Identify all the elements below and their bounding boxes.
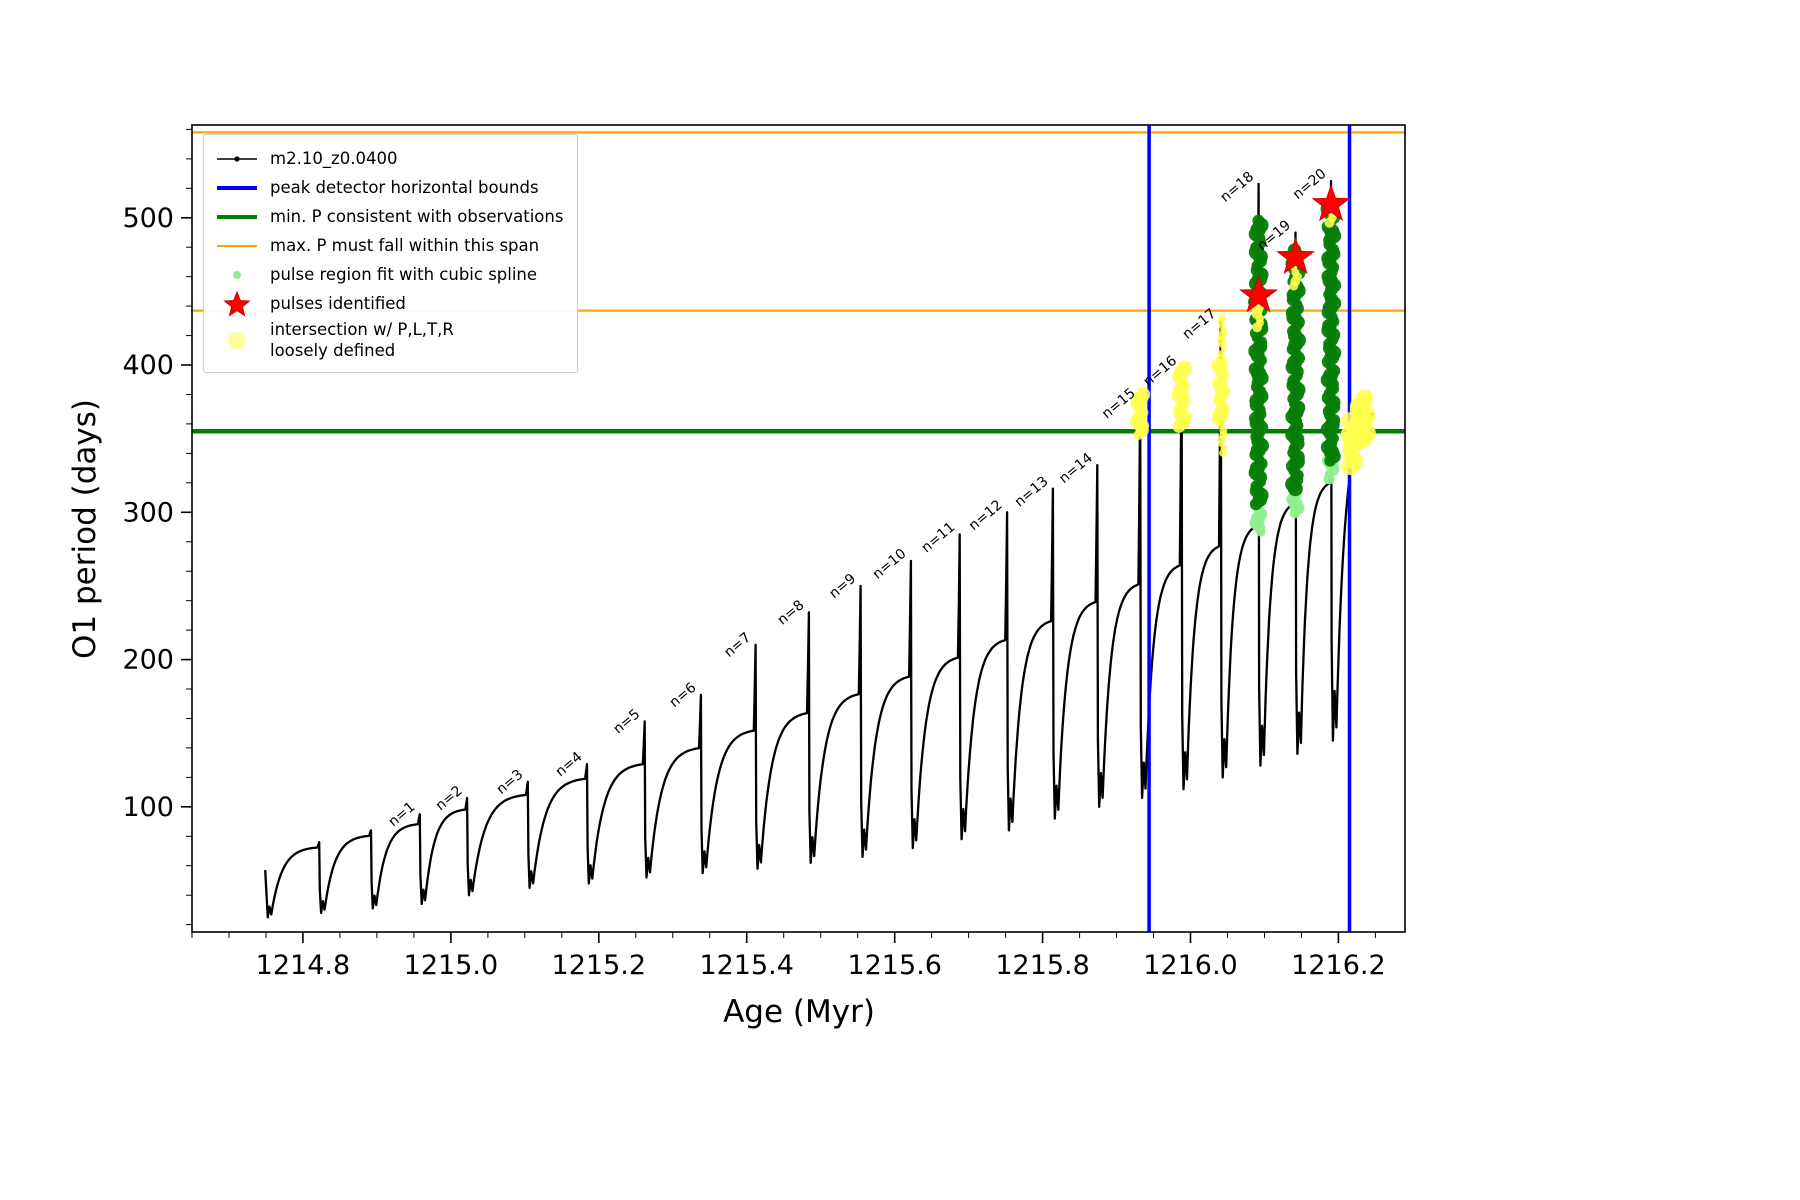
legend-item-pulses: pulses identified <box>214 291 563 317</box>
legend-label-spline-fit: pulse region fit with cubic spline <box>270 264 538 284</box>
axes-frame <box>191 124 1406 933</box>
legend-label-intersection-line2: loosely defined <box>270 340 396 360</box>
svg-text:n=9: n=9 <box>826 571 859 602</box>
svg-text:1216.2: 1216.2 <box>1291 950 1385 981</box>
svg-text:1214.8: 1214.8 <box>256 950 350 981</box>
red-star-swatch <box>214 291 260 317</box>
svg-text:n=20: n=20 <box>1290 166 1330 203</box>
green-line-swatch <box>214 204 260 230</box>
intersection-dots <box>1130 194 1376 476</box>
svg-text:n=13: n=13 <box>1012 474 1052 511</box>
svg-text:1216.0: 1216.0 <box>1143 950 1237 981</box>
legend-item-peak-bounds: peak detector horizontal bounds <box>214 175 563 201</box>
legend-label-pulses: pulses identified <box>270 293 406 313</box>
svg-text:1215.4: 1215.4 <box>699 950 793 981</box>
svg-text:n=7: n=7 <box>721 630 754 661</box>
svg-text:n=18: n=18 <box>1217 169 1257 206</box>
svg-text:1215.0: 1215.0 <box>404 950 498 981</box>
legend-item-max-p: max. P must fall within this span <box>214 233 563 259</box>
pulse-star-markers <box>1239 183 1351 313</box>
y-axis-label: O1 period (days) <box>67 399 103 659</box>
svg-text:n=5: n=5 <box>610 706 643 737</box>
svg-text:n=3: n=3 <box>493 767 526 798</box>
svg-text:300: 300 <box>122 497 174 528</box>
y-tick-labels: 100 200 300 400 500 <box>122 203 174 823</box>
svg-text:Age (Myr): Age (Myr) <box>723 994 875 1030</box>
svg-text:n=10: n=10 <box>870 546 910 583</box>
svg-text:n=4: n=4 <box>553 749 586 780</box>
x-tick-labels: 1214.8 1215.0 1215.2 1215.4 1215.6 1215.8 1216… <box>256 950 1386 981</box>
svg-text:n=14: n=14 <box>1056 450 1096 487</box>
svg-text:1215.2: 1215.2 <box>552 950 646 981</box>
legend-box: m2.10_z0.0400 peak detector horizontal b… <box>203 134 579 374</box>
legend-label-peak-bounds: peak detector horizontal bounds <box>270 177 539 197</box>
svg-text:n=12: n=12 <box>966 497 1006 534</box>
svg-text:400: 400 <box>122 350 174 381</box>
x-axis-label: Age (Myr) <box>723 994 875 1030</box>
orange-line-swatch <box>214 233 260 259</box>
legend-label-intersection-line1: intersection w/ P,L,T,R <box>270 320 454 339</box>
blue-line-swatch <box>214 175 260 201</box>
yellow-dot-swatch <box>214 328 260 354</box>
svg-text:500: 500 <box>122 203 174 234</box>
svg-text:1215.6: 1215.6 <box>847 950 941 981</box>
legend-item-min-p: min. P consistent with observations <box>214 204 563 230</box>
legend-item-intersection: intersection w/ P,L,T,R loosely defined <box>214 320 563 361</box>
svg-text:100: 100 <box>122 792 174 823</box>
legend-label-max-p: max. P must fall within this span <box>270 235 540 255</box>
svg-text:1215.8: 1215.8 <box>995 950 1089 981</box>
legend-label-intersection: intersection w/ P,L,T,R loosely defined <box>270 320 454 361</box>
legend-item-spline-fit: pulse region fit with cubic spline <box>214 262 563 288</box>
svg-text:n=11: n=11 <box>919 519 959 556</box>
legend-label-min-p: min. P consistent with observations <box>270 206 564 226</box>
legend-item-series: m2.10_z0.0400 <box>214 146 563 172</box>
svg-text:200: 200 <box>122 645 174 676</box>
svg-text:n=8: n=8 <box>775 597 808 628</box>
svg-text:O1 period (days): O1 period (days) <box>67 399 103 659</box>
series-line <box>264 179 1375 919</box>
legend-label-series: m2.10_z0.0400 <box>270 148 398 168</box>
axis-ticks <box>181 128 1376 943</box>
series-line-swatch <box>214 146 260 172</box>
svg-text:n=6: n=6 <box>667 680 700 711</box>
lightgreen-dot-swatch <box>214 262 260 288</box>
peak-detector-bounds <box>1147 125 1352 932</box>
